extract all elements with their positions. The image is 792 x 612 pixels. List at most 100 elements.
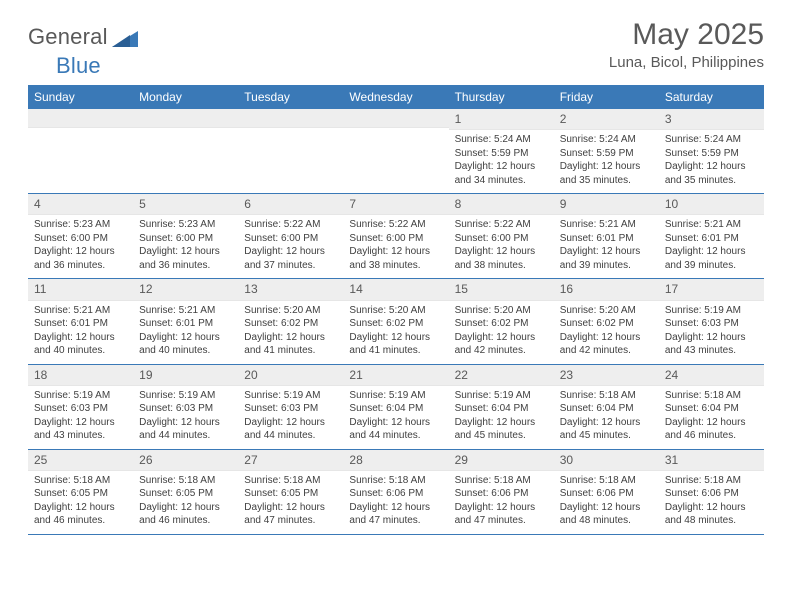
day-body: Sunrise: 5:21 AMSunset: 6:01 PMDaylight:… [659, 215, 764, 278]
daylight-line1: Daylight: 12 hours [139, 331, 232, 345]
day-number: 12 [133, 279, 238, 300]
day-body: Sunrise: 5:18 AMSunset: 6:06 PMDaylight:… [343, 471, 448, 534]
daylight-line1: Daylight: 12 hours [560, 501, 653, 515]
day-body: Sunrise: 5:22 AMSunset: 6:00 PMDaylight:… [449, 215, 554, 278]
brand-name-general: General [28, 24, 108, 50]
sunset-text: Sunset: 5:59 PM [665, 147, 758, 161]
sunrise-text: Sunrise: 5:18 AM [560, 389, 653, 403]
day-number: 22 [449, 365, 554, 386]
day-number [28, 109, 133, 128]
daylight-line2: and 36 minutes. [139, 259, 232, 273]
sunset-text: Sunset: 6:01 PM [34, 317, 127, 331]
daylight-line1: Daylight: 12 hours [139, 501, 232, 515]
daylight-line2: and 39 minutes. [665, 259, 758, 273]
day-number: 19 [133, 365, 238, 386]
sunrise-text: Sunrise: 5:19 AM [139, 389, 232, 403]
daylight-line1: Daylight: 12 hours [34, 331, 127, 345]
sunrise-text: Sunrise: 5:19 AM [349, 389, 442, 403]
sunrise-text: Sunrise: 5:20 AM [560, 304, 653, 318]
day-body: Sunrise: 5:18 AMSunset: 6:06 PMDaylight:… [449, 471, 554, 534]
daylight-line1: Daylight: 12 hours [139, 416, 232, 430]
daylight-line2: and 36 minutes. [34, 259, 127, 273]
day-body: Sunrise: 5:18 AMSunset: 6:05 PMDaylight:… [238, 471, 343, 534]
daylight-line1: Daylight: 12 hours [244, 416, 337, 430]
daylight-line2: and 48 minutes. [560, 514, 653, 528]
empty-day-cell [28, 109, 133, 193]
day-body: Sunrise: 5:18 AMSunset: 6:06 PMDaylight:… [659, 471, 764, 534]
daylight-line2: and 38 minutes. [455, 259, 548, 273]
day-cell: 19Sunrise: 5:19 AMSunset: 6:03 PMDayligh… [133, 365, 238, 449]
day-body: Sunrise: 5:19 AMSunset: 6:03 PMDaylight:… [238, 386, 343, 449]
daylight-line1: Daylight: 12 hours [455, 245, 548, 259]
day-number: 15 [449, 279, 554, 300]
weekday-friday: Friday [554, 85, 659, 109]
day-cell: 23Sunrise: 5:18 AMSunset: 6:04 PMDayligh… [554, 365, 659, 449]
sunset-text: Sunset: 6:03 PM [244, 402, 337, 416]
daylight-line2: and 47 minutes. [349, 514, 442, 528]
daylight-line2: and 43 minutes. [665, 344, 758, 358]
day-number: 29 [449, 450, 554, 471]
day-number: 30 [554, 450, 659, 471]
empty-day-cell [133, 109, 238, 193]
day-body: Sunrise: 5:18 AMSunset: 6:05 PMDaylight:… [28, 471, 133, 534]
daylight-line2: and 42 minutes. [455, 344, 548, 358]
daylight-line2: and 42 minutes. [560, 344, 653, 358]
daylight-line1: Daylight: 12 hours [34, 245, 127, 259]
sunset-text: Sunset: 6:01 PM [665, 232, 758, 246]
sunrise-text: Sunrise: 5:21 AM [34, 304, 127, 318]
day-number: 16 [554, 279, 659, 300]
sunrise-text: Sunrise: 5:22 AM [349, 218, 442, 232]
sunset-text: Sunset: 6:00 PM [34, 232, 127, 246]
day-cell: 21Sunrise: 5:19 AMSunset: 6:04 PMDayligh… [343, 365, 448, 449]
day-cell: 4Sunrise: 5:23 AMSunset: 6:00 PMDaylight… [28, 194, 133, 278]
location-text: Luna, Bicol, Philippines [609, 54, 764, 71]
day-cell: 26Sunrise: 5:18 AMSunset: 6:05 PMDayligh… [133, 450, 238, 534]
daylight-line2: and 34 minutes. [455, 174, 548, 188]
weekday-tuesday: Tuesday [238, 85, 343, 109]
sunrise-text: Sunrise: 5:21 AM [139, 304, 232, 318]
sunset-text: Sunset: 6:06 PM [349, 487, 442, 501]
day-cell: 17Sunrise: 5:19 AMSunset: 6:03 PMDayligh… [659, 279, 764, 363]
sunset-text: Sunset: 6:00 PM [139, 232, 232, 246]
daylight-line2: and 37 minutes. [244, 259, 337, 273]
daylight-line1: Daylight: 12 hours [560, 245, 653, 259]
sunset-text: Sunset: 6:04 PM [665, 402, 758, 416]
day-body [28, 128, 133, 190]
daylight-line2: and 40 minutes. [34, 344, 127, 358]
daylight-line2: and 47 minutes. [244, 514, 337, 528]
weekday-thursday: Thursday [449, 85, 554, 109]
day-number: 2 [554, 109, 659, 130]
day-number [238, 109, 343, 128]
sunrise-text: Sunrise: 5:20 AM [244, 304, 337, 318]
day-body: Sunrise: 5:23 AMSunset: 6:00 PMDaylight:… [133, 215, 238, 278]
daylight-line1: Daylight: 12 hours [244, 331, 337, 345]
day-body: Sunrise: 5:19 AMSunset: 6:03 PMDaylight:… [133, 386, 238, 449]
day-body: Sunrise: 5:18 AMSunset: 6:06 PMDaylight:… [554, 471, 659, 534]
day-number: 20 [238, 365, 343, 386]
day-number [343, 109, 448, 128]
daylight-line2: and 45 minutes. [455, 429, 548, 443]
sunset-text: Sunset: 6:04 PM [349, 402, 442, 416]
day-cell: 31Sunrise: 5:18 AMSunset: 6:06 PMDayligh… [659, 450, 764, 534]
daylight-line1: Daylight: 12 hours [665, 160, 758, 174]
day-cell: 18Sunrise: 5:19 AMSunset: 6:03 PMDayligh… [28, 365, 133, 449]
sunrise-text: Sunrise: 5:23 AM [34, 218, 127, 232]
sunrise-text: Sunrise: 5:24 AM [560, 133, 653, 147]
day-body: Sunrise: 5:19 AMSunset: 6:03 PMDaylight:… [28, 386, 133, 449]
day-cell: 12Sunrise: 5:21 AMSunset: 6:01 PMDayligh… [133, 279, 238, 363]
daylight-line2: and 46 minutes. [139, 514, 232, 528]
day-cell: 11Sunrise: 5:21 AMSunset: 6:01 PMDayligh… [28, 279, 133, 363]
brand-logo: General [28, 24, 142, 50]
day-cell: 25Sunrise: 5:18 AMSunset: 6:05 PMDayligh… [28, 450, 133, 534]
day-body: Sunrise: 5:21 AMSunset: 6:01 PMDaylight:… [28, 301, 133, 364]
day-cell: 10Sunrise: 5:21 AMSunset: 6:01 PMDayligh… [659, 194, 764, 278]
sunset-text: Sunset: 6:04 PM [455, 402, 548, 416]
calendar-week: 1Sunrise: 5:24 AMSunset: 5:59 PMDaylight… [28, 109, 764, 194]
day-body: Sunrise: 5:21 AMSunset: 6:01 PMDaylight:… [133, 301, 238, 364]
day-number [133, 109, 238, 128]
day-cell: 5Sunrise: 5:23 AMSunset: 6:00 PMDaylight… [133, 194, 238, 278]
sunset-text: Sunset: 6:03 PM [139, 402, 232, 416]
day-number: 31 [659, 450, 764, 471]
sunrise-text: Sunrise: 5:18 AM [349, 474, 442, 488]
daylight-line1: Daylight: 12 hours [665, 331, 758, 345]
